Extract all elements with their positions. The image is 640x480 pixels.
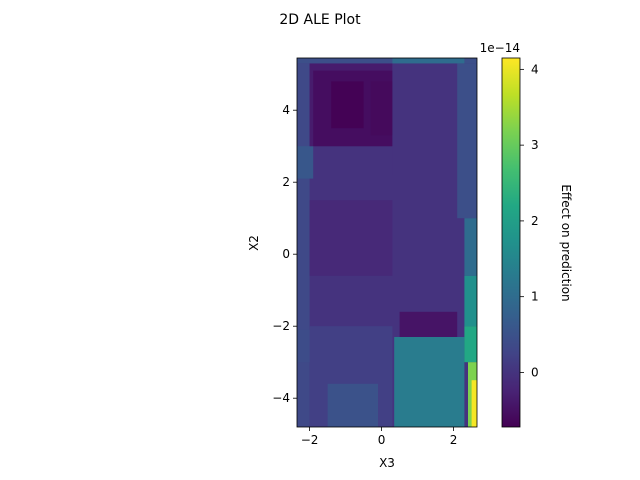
heatmap-cell xyxy=(464,218,477,276)
colorbar-tick-label: 2 xyxy=(531,214,539,228)
y-tick-label: −4 xyxy=(272,391,290,405)
x-tick-label: 2 xyxy=(450,433,458,447)
x-axis: −2 0 2 xyxy=(301,427,458,447)
colorbar-tick-label: 3 xyxy=(531,138,539,152)
heatmap-cell xyxy=(471,380,477,427)
heatmap-cell xyxy=(331,81,364,129)
y-tick-label: 0 xyxy=(282,247,290,261)
heatmap-cell xyxy=(399,311,458,337)
colorbar-tick-label: 1 xyxy=(531,290,539,304)
y-tick-label: 2 xyxy=(282,175,290,189)
heatmap-cell xyxy=(464,326,477,363)
y-tick-label: 4 xyxy=(282,103,290,117)
heatmap-cell xyxy=(297,58,477,64)
x-tick-label: 0 xyxy=(378,433,386,447)
heatmap-cells xyxy=(297,58,477,427)
heatmap-cell xyxy=(394,337,465,427)
y-axis: −4 −2 0 2 4 xyxy=(272,103,297,405)
colorbar-axis: 0 1 2 3 4 xyxy=(520,62,539,379)
heatmap-cell xyxy=(464,275,477,327)
heatmap-cell xyxy=(457,63,477,219)
heatmap-cell xyxy=(392,58,465,64)
x-tick-label: −2 xyxy=(301,433,319,447)
colorbar-scale-label: 1e−14 xyxy=(480,41,520,55)
colorbar-tick-label: 4 xyxy=(531,62,539,76)
heatmap-cell xyxy=(392,63,461,175)
heatmap-cell xyxy=(297,146,314,179)
heatmap-cell xyxy=(297,63,310,427)
y-tick-label: −2 xyxy=(272,319,290,333)
heatmap-cell xyxy=(327,383,378,427)
heatmap-cell xyxy=(309,200,393,276)
colorbar-label: Effect on prediction xyxy=(559,184,573,301)
x-axis-label: X3 xyxy=(379,456,395,470)
plot-frame xyxy=(296,57,478,428)
heatmap-cell xyxy=(370,81,393,136)
y-axis-label: X2 xyxy=(247,235,261,251)
colorbar-tick-label: 0 xyxy=(531,365,539,379)
colorbar xyxy=(501,57,521,428)
chart-title: 2D ALE Plot xyxy=(279,12,361,28)
